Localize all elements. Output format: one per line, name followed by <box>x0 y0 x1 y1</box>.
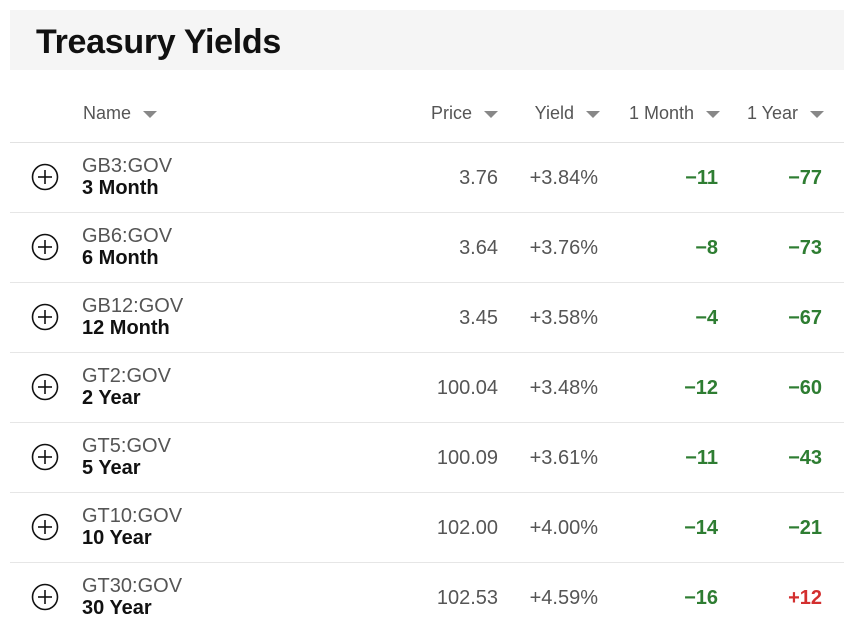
add-to-watchlist-button[interactable] <box>31 373 59 401</box>
ticker-link[interactable]: GB6:GOV <box>82 225 173 247</box>
page-header: Treasury Yields <box>10 10 844 70</box>
security-label: 10 Year <box>82 527 152 549</box>
security-label: 3 Month <box>82 177 159 199</box>
table-row: GT2:GOV 2 Year 100.04 +3.48% −12 −60 <box>10 353 844 423</box>
add-to-watchlist-button[interactable] <box>31 233 59 261</box>
yield-value: +3.76% <box>529 237 598 259</box>
change-1-year: −73 <box>788 237 822 259</box>
caret-down-icon <box>586 110 600 118</box>
ticker-link[interactable]: GB12:GOV <box>82 295 184 317</box>
change-1-year: −60 <box>788 377 822 399</box>
plus-circle-icon <box>31 583 59 611</box>
column-header-name: Name <box>83 103 132 123</box>
price-value: 102.00 <box>436 517 498 539</box>
sort-by-price[interactable]: Price <box>431 102 498 124</box>
column-header-yield: Yield <box>534 103 574 123</box>
ticker-link[interactable]: GT30:GOV <box>82 575 183 597</box>
price-value: 3.64 <box>459 237 498 259</box>
change-1-year: −43 <box>788 447 822 469</box>
plus-circle-icon <box>31 443 59 471</box>
table-row: GB12:GOV 12 Month 3.45 +3.58% −4 −67 <box>10 283 844 353</box>
change-1-month: −8 <box>695 237 718 259</box>
table-row: GB6:GOV 6 Month 3.64 +3.76% −8 −73 <box>10 213 844 283</box>
price-value: 3.76 <box>459 167 498 189</box>
caret-down-icon <box>706 110 720 118</box>
caret-down-icon <box>484 110 498 118</box>
add-to-watchlist-button[interactable] <box>31 583 59 611</box>
change-1-month: −4 <box>695 307 718 329</box>
security-label: 2 Year <box>82 387 141 409</box>
ticker-link[interactable]: GT10:GOV <box>82 505 183 527</box>
yield-value: +3.48% <box>529 377 598 399</box>
add-to-watchlist-button[interactable] <box>31 443 59 471</box>
yield-value: +3.84% <box>529 167 598 189</box>
yields-table-body: GB3:GOV 3 Month 3.76 +3.84% −11 −77 GB6:… <box>10 143 844 632</box>
table-row: GT30:GOV 30 Year 102.53 +4.59% −16 +12 <box>10 563 844 632</box>
change-1-year: −67 <box>788 307 822 329</box>
table-row: GT5:GOV 5 Year 100.09 +3.61% −11 −43 <box>10 423 844 493</box>
table-header: Name Price Yield 1 Month 1 Year <box>10 84 844 143</box>
ticker-link[interactable]: GT5:GOV <box>82 435 171 457</box>
yield-value: +4.59% <box>529 587 598 609</box>
plus-circle-icon <box>31 513 59 541</box>
change-1-month: −16 <box>684 587 718 609</box>
add-to-watchlist-button[interactable] <box>31 513 59 541</box>
security-label: 6 Month <box>82 247 159 269</box>
change-1-month: −11 <box>685 167 718 189</box>
security-label: 12 Month <box>82 317 170 339</box>
column-header-price: Price <box>430 103 472 123</box>
change-1-month: −14 <box>684 517 718 539</box>
yield-value: +3.58% <box>529 307 598 329</box>
change-1-year: −77 <box>788 167 822 189</box>
price-value: 100.09 <box>436 447 498 469</box>
change-1-month: −12 <box>684 377 718 399</box>
plus-circle-icon <box>31 373 59 401</box>
change-1-month: −11 <box>685 447 718 469</box>
price-value: 102.53 <box>436 587 498 609</box>
ticker-link[interactable]: GT2:GOV <box>82 365 171 387</box>
plus-circle-icon <box>31 303 59 331</box>
page-title: Treasury Yields <box>36 23 281 61</box>
sort-by-name[interactable]: Name <box>83 102 158 124</box>
price-value: 3.45 <box>459 307 498 329</box>
table-row: GT10:GOV 10 Year 102.00 +4.00% −14 −21 <box>10 493 844 563</box>
change-1-year: −21 <box>788 517 822 539</box>
add-to-watchlist-button[interactable] <box>31 303 59 331</box>
security-label: 30 Year <box>82 597 152 619</box>
table-row: GB3:GOV 3 Month 3.76 +3.84% −11 −77 <box>10 143 844 213</box>
column-header-1-month: 1 Month <box>628 103 694 123</box>
caret-down-icon <box>143 110 158 118</box>
sort-by-yield[interactable]: Yield <box>535 102 600 124</box>
yield-value: +4.00% <box>529 517 598 539</box>
change-1-year: +12 <box>788 587 822 609</box>
yield-value: +3.61% <box>529 447 598 469</box>
sort-by-1-month[interactable]: 1 Month <box>629 102 720 124</box>
column-header-1-year: 1 Year <box>746 103 798 123</box>
add-to-watchlist-button[interactable] <box>31 163 59 191</box>
price-value: 100.04 <box>436 377 498 399</box>
caret-down-icon <box>810 110 824 118</box>
ticker-link[interactable]: GB3:GOV <box>82 155 173 177</box>
security-label: 5 Year <box>82 457 141 479</box>
plus-circle-icon <box>31 163 59 191</box>
sort-by-1-year[interactable]: 1 Year <box>747 102 824 124</box>
plus-circle-icon <box>31 233 59 261</box>
